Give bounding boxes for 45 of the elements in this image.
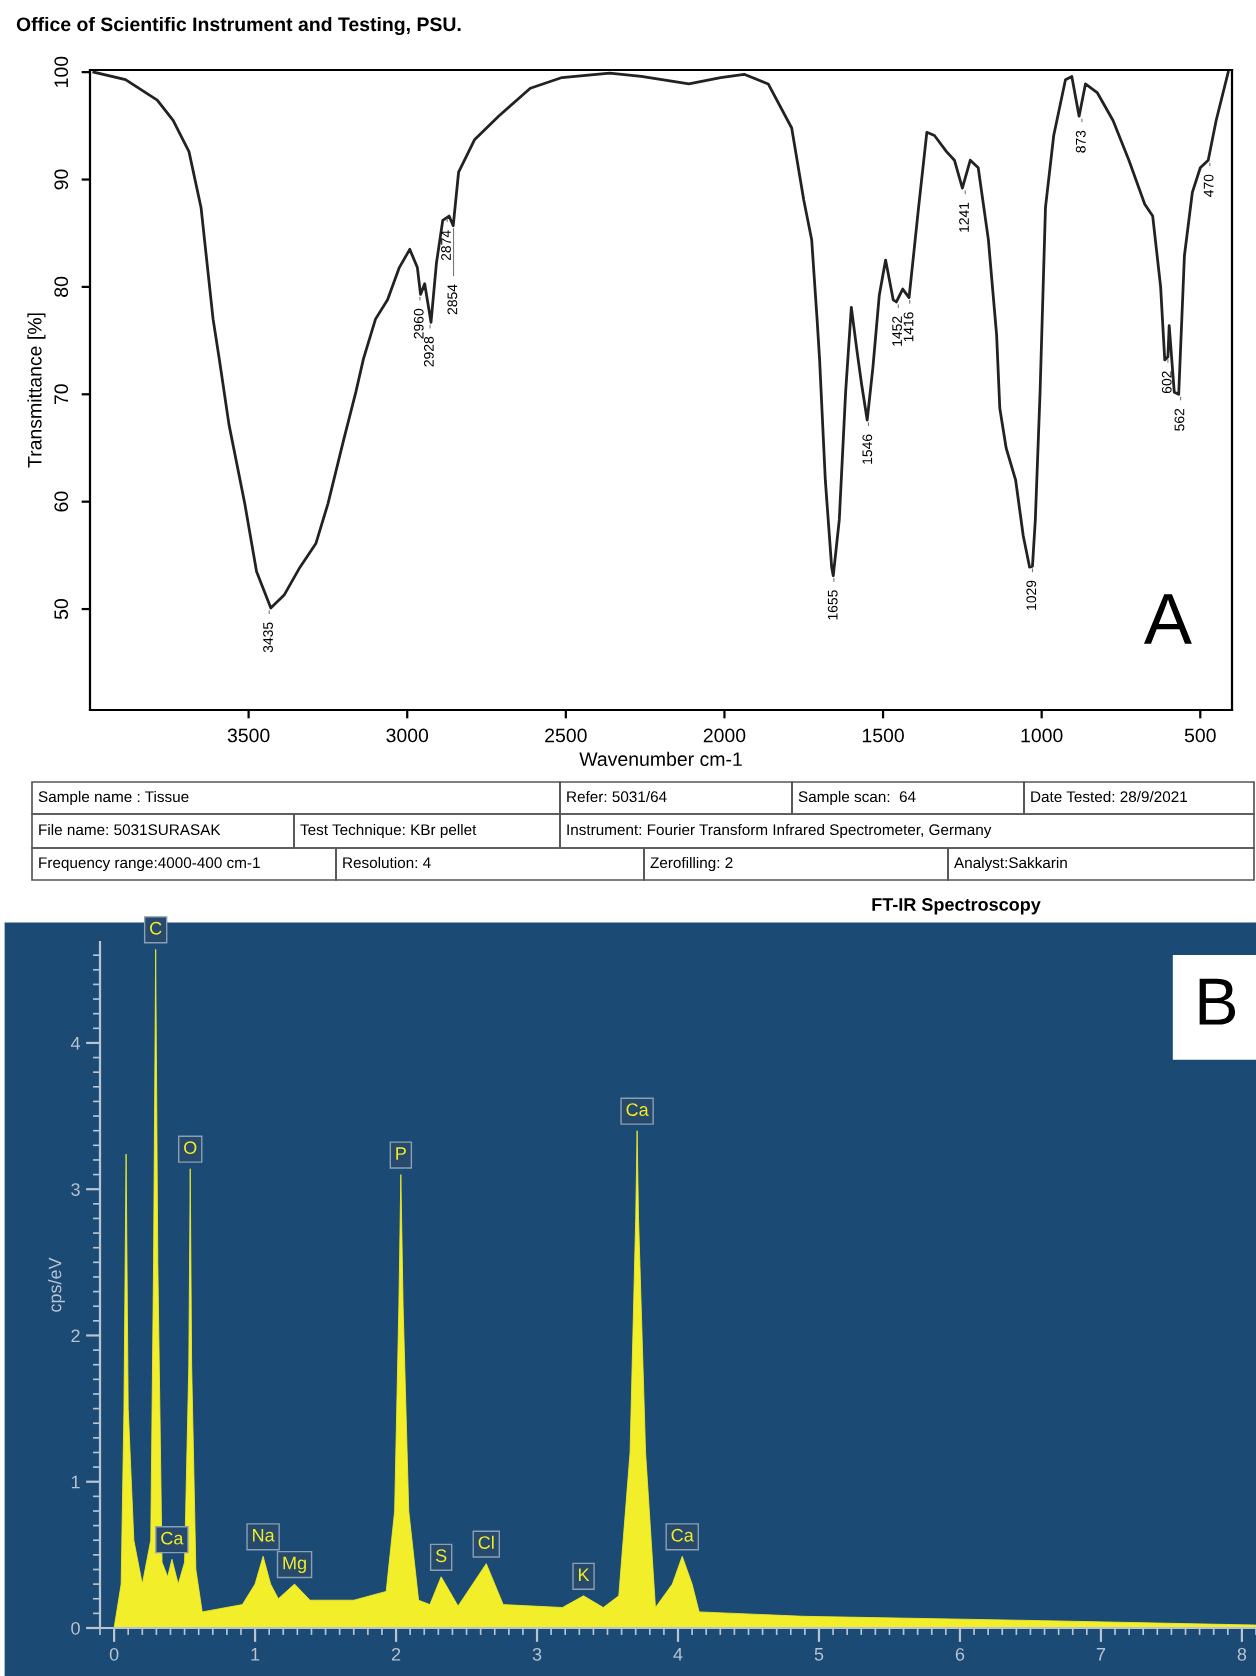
- x-axis-title: Wavenumber cm-1: [579, 751, 742, 767]
- annotation: Cl: [478, 1535, 494, 1549]
- annotation: Ca: [626, 1103, 649, 1117]
- annotation: Ca: [161, 1531, 184, 1545]
- y-tick-label: 0: [71, 1621, 80, 1635]
- annotation: S: [435, 1549, 447, 1563]
- y-tick-label: 100: [54, 56, 69, 87]
- annotation: P: [396, 1147, 406, 1160]
- x-tick-label: 0: [109, 1647, 119, 1661]
- y-tick-label: 90: [54, 169, 69, 190]
- annotation: K: [579, 1568, 590, 1581]
- y-tick-label: 1: [71, 1475, 80, 1489]
- text: FT-IR Spectroscopy: [872, 898, 1041, 915]
- x-tick-label: 3: [532, 1647, 542, 1661]
- x-tick-label: 2000: [703, 728, 746, 743]
- annotation: O: [184, 1141, 197, 1155]
- y-tick-label: 4: [70, 1037, 81, 1050]
- x-tick-label: 3000: [386, 728, 429, 743]
- x-tick-label: 6: [955, 1647, 965, 1661]
- x-tick-label: 7: [1096, 1648, 1106, 1661]
- y-axis-title: cps/eV: [48, 1257, 65, 1312]
- annotation: Mg: [283, 1556, 306, 1574]
- y-axis-title: Transmittance [%]: [27, 313, 46, 468]
- y-tick-label: 60: [54, 491, 69, 512]
- annotation: A: [1144, 594, 1192, 644]
- x-tick-label: 8: [1237, 1647, 1247, 1661]
- x-tick-label: 1000: [1021, 728, 1063, 743]
- x-tick-label: 500: [1184, 728, 1216, 743]
- annotation: Na: [253, 1529, 275, 1542]
- x-tick-label: 4: [673, 1648, 683, 1661]
- y-tick-label: 3: [71, 1183, 80, 1196]
- y-tick-label: 50: [54, 599, 69, 620]
- annotation: Ca: [671, 1528, 694, 1542]
- x-tick-label: 1: [251, 1648, 260, 1661]
- annotation: C: [150, 921, 162, 935]
- chart-title: Office of Scientific Instrument and Testing, PSU.: [16, 16, 461, 36]
- x-tick-label: 5: [814, 1648, 824, 1661]
- y-tick-label: 70: [54, 384, 69, 405]
- y-tick-label: 2: [71, 1329, 80, 1343]
- x-tick-label: 3500: [227, 728, 270, 743]
- annotation: B: [1199, 978, 1236, 1025]
- x-tick-label: 2500: [545, 728, 587, 743]
- y-tick-label: 80: [54, 276, 69, 297]
- x-tick-label: 2: [391, 1647, 401, 1661]
- x-tick-label: 1500: [862, 728, 904, 743]
